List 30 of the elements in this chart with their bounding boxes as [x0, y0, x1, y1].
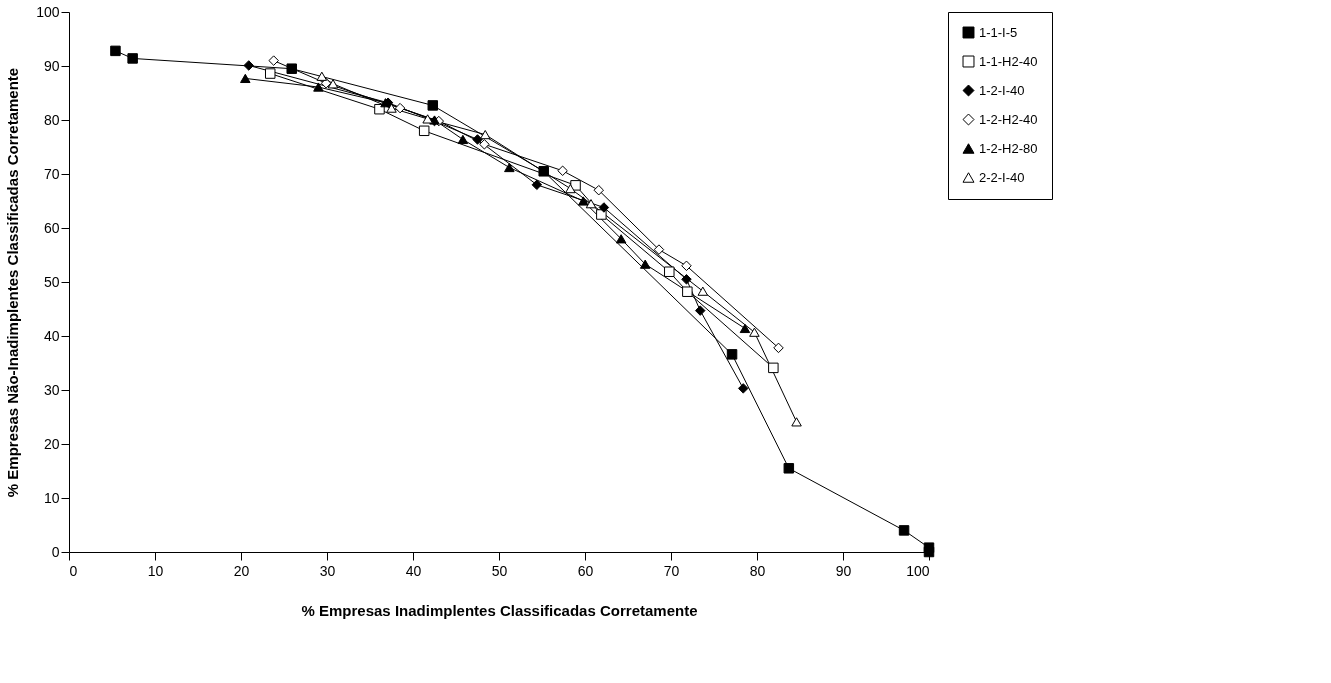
y-tick-label: 30 [43, 381, 60, 398]
y-tick-label: 80 [43, 111, 60, 128]
y-axis-title: % Empresas Não-Inadimplentes Classificadas Corretamente [4, 67, 22, 498]
y-tick-label: 100 [36, 3, 60, 20]
y-tick-label: 10 [43, 489, 60, 506]
x-tick-label: 20 [233, 562, 250, 579]
y-tick-label: 90 [43, 57, 60, 74]
legend-label: 1-2-I-40 [979, 82, 1025, 98]
legend-label: 1-1-I-5 [979, 24, 1018, 40]
legend-label: 1-1-H2-40 [979, 53, 1038, 69]
y-tick-label: 60 [43, 219, 60, 236]
x-tick-label: 100 [906, 562, 930, 579]
x-axis-title: % Empresas Inadimplentes Classificadas Corretamente [301, 601, 698, 619]
y-tick-label: 50 [43, 273, 60, 290]
x-tick-label: 70 [663, 562, 680, 579]
legend-label: 1-2-H2-40 [979, 111, 1038, 127]
legend-label: 2-2-I-40 [979, 169, 1025, 185]
y-tick-label: 40 [43, 327, 60, 344]
x-tick-label: 40 [405, 562, 422, 579]
y-tick-label: 70 [43, 165, 60, 182]
x-tick-label: 60 [577, 562, 594, 579]
y-tick-label: 0 [51, 543, 60, 560]
y-tick-label: 20 [43, 435, 60, 452]
x-tick-label: 90 [835, 562, 852, 579]
x-tick-label: 80 [749, 562, 766, 579]
x-tick-label: 10 [147, 562, 164, 579]
x-tick-label: 30 [319, 562, 336, 579]
legend-label: 1-2-H2-80 [979, 140, 1038, 156]
x-tick-label: 50 [491, 562, 508, 579]
x-tick-label: 0 [69, 562, 78, 579]
